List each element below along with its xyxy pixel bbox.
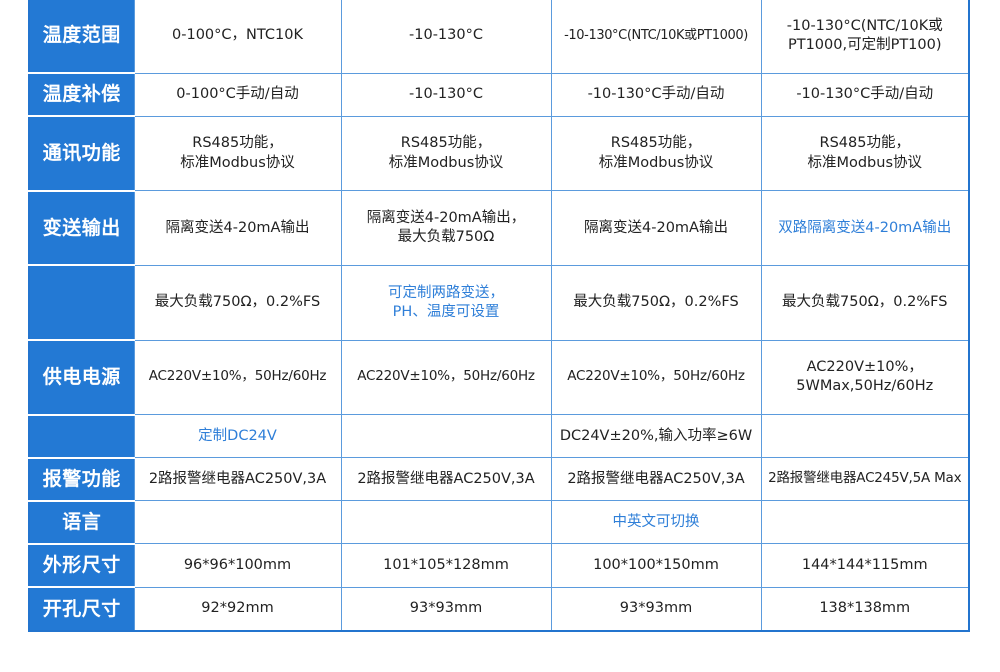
cell-cutout-dimensions-col1: 92*92mm xyxy=(133,586,342,632)
cell-temperature-range-col1: 0-100°C，NTC10K xyxy=(133,0,342,74)
specification-table-body: 温度范围 0-100°C，NTC10K -10-130°C -10-130°C(NTC… xyxy=(29,0,970,632)
cell-alarm-function-col4: 2路报警继电器AC245V,5A Max xyxy=(760,457,970,502)
cell-temperature-compensation-col4: -10-130°C手动/自动 xyxy=(760,72,970,117)
row-label-cutout-dimensions: 开孔尺寸 xyxy=(29,587,134,631)
cell-language-col2 xyxy=(340,500,552,545)
table-row: 外形尺寸 96*96*100mm 101*105*128mm 100*100*150m… xyxy=(29,543,970,589)
row-label-language: 语言 xyxy=(29,500,134,545)
cell-alarm-function-col2: 2路报警继电器AC250V,3A xyxy=(340,457,552,502)
cell-power-supply-extra-col2 xyxy=(340,414,552,459)
cell-temperature-range-col3: -10-130°C(NTC/10K或PT1000) xyxy=(550,0,762,74)
row-label-transmitter-output-extra xyxy=(29,265,134,342)
cell-transmitter-output-col2: 隔离变送4-20mA输出， 最大负载750Ω xyxy=(340,190,552,266)
specification-table: 温度范围 0-100°C，NTC10K -10-130°C -10-130°C(NTC… xyxy=(28,0,970,632)
table-row: 定制DC24V DC24V±20%,输入功率≥6W xyxy=(29,414,970,459)
cell-transmitter-output-extra-col3: 最大负载750Ω，0.2%FS xyxy=(550,264,762,341)
table-row: 变送输出 隔离变送4-20mA输出 隔离变送4-20mA输出， 最大负载750Ω 隔离… xyxy=(29,190,970,267)
cell-power-supply-col2: AC220V±10%，50Hz/60Hz xyxy=(340,339,552,416)
cell-alarm-function-col3: 2路报警继电器AC250V,3A xyxy=(550,457,762,502)
row-label-temperature-range: 温度范围 xyxy=(29,0,134,75)
cell-language-col4 xyxy=(760,500,970,545)
cell-cutout-dimensions-col2: 93*93mm xyxy=(340,586,552,632)
cell-transmitter-output-extra-col2: 可定制两路变送， PH、温度可设置 xyxy=(340,264,552,341)
row-label-transmitter-output: 变送输出 xyxy=(29,190,134,267)
table-row: 最大负载750Ω，0.2%FS 可定制两路变送， PH、温度可设置 最大负载750Ω… xyxy=(29,264,970,342)
cell-temperature-compensation-col1: 0-100°C手动/自动 xyxy=(133,72,342,117)
cell-transmitter-output-col3: 隔离变送4-20mA输出 xyxy=(550,190,762,266)
row-label-power-supply-extra xyxy=(29,414,134,459)
cell-outline-dimensions-col2: 101*105*128mm xyxy=(340,543,552,588)
cell-outline-dimensions-col4: 144*144*115mm xyxy=(760,543,970,588)
table-row: 开孔尺寸 92*92mm 93*93mm 93*93mm 138*138mm xyxy=(29,586,970,632)
cell-outline-dimensions-col3: 100*100*150mm xyxy=(550,543,762,588)
cell-language-col3: 中英文可切换 xyxy=(550,500,762,545)
cell-power-supply-col1: AC220V±10%，50Hz/60Hz xyxy=(133,339,342,416)
row-label-communication-function: 通讯功能 xyxy=(29,116,134,192)
table-row: 供电电源 AC220V±10%，50Hz/60Hz AC220V±10%，50Hz/… xyxy=(29,339,970,416)
row-label-outline-dimensions: 外形尺寸 xyxy=(29,543,134,589)
table-row: 温度补偿 0-100°C手动/自动 -10-130°C -10-130°C手动/自动 -… xyxy=(29,72,970,118)
cell-power-supply-extra-col3: DC24V±20%,输入功率≥6W xyxy=(550,414,762,459)
table-row: 通讯功能 RS485功能， 标准Modbus协议 RS485功能， 标准Modbus… xyxy=(29,115,970,192)
cell-power-supply-col4: AC220V±10%， 5WMax,50Hz/60Hz xyxy=(760,339,970,416)
cell-transmitter-output-extra-col1: 最大负载750Ω，0.2%FS xyxy=(133,264,342,341)
cell-communication-function-col4: RS485功能， 标准Modbus协议 xyxy=(760,115,970,192)
cell-alarm-function-col1: 2路报警继电器AC250V,3A xyxy=(133,457,342,502)
specification-table-container: 温度范围 0-100°C，NTC10K -10-130°C -10-130°C(NTC… xyxy=(28,0,970,632)
cell-outline-dimensions-col1: 96*96*100mm xyxy=(133,543,342,588)
cell-power-supply-extra-col1: 定制DC24V xyxy=(133,414,342,459)
table-row: 语言 中英文可切换 xyxy=(29,500,970,545)
cell-transmitter-output-col1: 隔离变送4-20mA输出 xyxy=(133,190,342,266)
row-label-alarm-function: 报警功能 xyxy=(29,457,134,502)
cell-temperature-range-col4: -10-130°C(NTC/10K或 PT1000,可定制PT100) xyxy=(760,0,970,74)
cell-communication-function-col2: RS485功能， 标准Modbus协议 xyxy=(340,115,552,192)
cell-temperature-compensation-col3: -10-130°C手动/自动 xyxy=(550,72,762,117)
cell-communication-function-col3: RS485功能， 标准Modbus协议 xyxy=(550,115,762,192)
cell-temperature-compensation-col2: -10-130°C xyxy=(340,72,552,117)
row-label-power-supply: 供电电源 xyxy=(29,340,134,416)
cell-cutout-dimensions-col3: 93*93mm xyxy=(550,586,762,632)
row-label-temperature-compensation: 温度补偿 xyxy=(29,73,134,118)
cell-transmitter-output-col4: 双路隔离变送4-20mA输出 xyxy=(760,190,970,266)
table-row: 温度范围 0-100°C，NTC10K -10-130°C -10-130°C(NTC… xyxy=(29,0,970,75)
table-row: 报警功能 2路报警继电器AC250V,3A 2路报警继电器AC250V,3A 2路报警… xyxy=(29,457,970,502)
cell-communication-function-col1: RS485功能， 标准Modbus协议 xyxy=(133,115,342,192)
cell-power-supply-col3: AC220V±10%，50Hz/60Hz xyxy=(550,339,762,416)
cell-transmitter-output-extra-col4: 最大负载750Ω，0.2%FS xyxy=(760,264,970,341)
cell-cutout-dimensions-col4: 138*138mm xyxy=(760,586,970,632)
cell-language-col1 xyxy=(133,500,342,545)
cell-power-supply-extra-col4 xyxy=(760,414,970,459)
cell-temperature-range-col2: -10-130°C xyxy=(340,0,552,74)
